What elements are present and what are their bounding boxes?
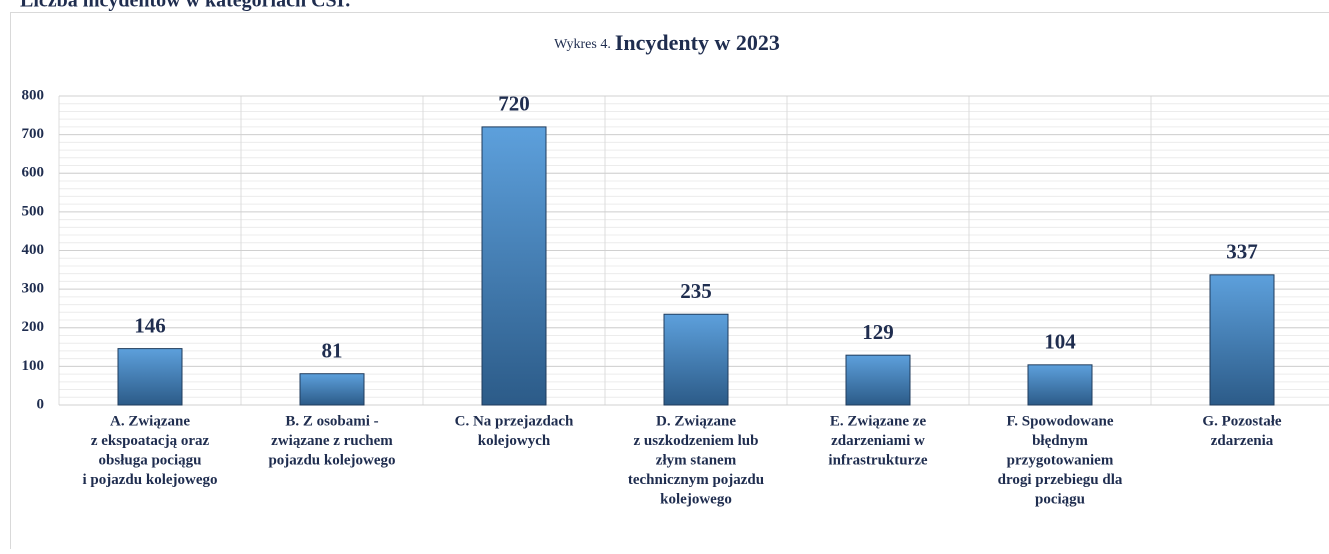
- x-tick-label: E. Związane ze: [830, 413, 927, 429]
- data-label: 720: [498, 92, 530, 116]
- x-tick-label: technicznym pojazdu: [628, 472, 764, 488]
- x-tick-label: z uszkodzeniem lub: [633, 433, 758, 449]
- data-label: 129: [862, 320, 894, 344]
- x-tick-label: związane z ruchem: [271, 433, 393, 449]
- caption: Liczba incydentów w kategoriach CSI:: [20, 0, 351, 12]
- x-tick-label: B. Z osobami -: [285, 413, 378, 429]
- data-label: 337: [1226, 240, 1258, 264]
- x-tick-label: i pojazdu kolejowego: [83, 472, 218, 488]
- x-tick-label: z ekspoatacją oraz: [91, 433, 210, 449]
- y-tick-label: 400: [22, 242, 45, 258]
- x-tick-label: D. Związane: [656, 413, 736, 429]
- bar: [664, 314, 728, 405]
- bar: [846, 355, 910, 405]
- y-tick-label: 0: [37, 396, 45, 412]
- y-tick-label: 100: [22, 358, 45, 374]
- x-tick-label: błędnym: [1032, 433, 1088, 449]
- bar: [300, 374, 364, 405]
- x-tick-label: drogi przebiegu dla: [998, 472, 1123, 488]
- y-tick-label: 300: [22, 281, 45, 297]
- chart-frame: [11, 13, 1329, 550]
- x-tick-label: G. Pozostałe: [1202, 413, 1281, 429]
- bar: [1210, 275, 1274, 405]
- x-tick-label: F. Spowodowane: [1007, 413, 1114, 429]
- x-tick-label: zdarzenia: [1211, 433, 1274, 449]
- x-tick-label: kolejowego: [660, 491, 732, 507]
- x-tick-label: zdarzeniami w: [831, 433, 925, 449]
- bar: [118, 349, 182, 405]
- y-tick-label: 700: [22, 126, 45, 142]
- x-tick-label: kolejowych: [478, 433, 551, 449]
- x-tick-label: obsługa pociągu: [99, 452, 202, 468]
- bar: [482, 127, 546, 405]
- data-label: 146: [134, 313, 166, 337]
- data-label: 81: [322, 339, 343, 363]
- x-tick-label: pojazdu kolejowego: [268, 452, 395, 468]
- title-prefix: Wykres 4.: [554, 37, 611, 52]
- y-tick-label: 200: [22, 319, 45, 335]
- y-tick-label: 500: [22, 203, 45, 219]
- x-tick-label: A. Związane: [110, 413, 190, 429]
- title-main: Incydenty w 2023: [615, 30, 780, 55]
- data-label: 235: [680, 279, 712, 303]
- data-label: 104: [1044, 330, 1076, 354]
- bar: [1028, 365, 1092, 405]
- x-tick-label: złym stanem: [656, 452, 737, 468]
- y-tick-label: 800: [22, 87, 45, 103]
- x-tick-label: infrastrukturze: [828, 452, 927, 468]
- x-tick-label: pociągu: [1035, 491, 1085, 507]
- y-tick-label: 600: [22, 165, 45, 181]
- x-tick-label: przygotowaniem: [1007, 452, 1114, 468]
- x-tick-label: C. Na przejazdach: [455, 413, 574, 429]
